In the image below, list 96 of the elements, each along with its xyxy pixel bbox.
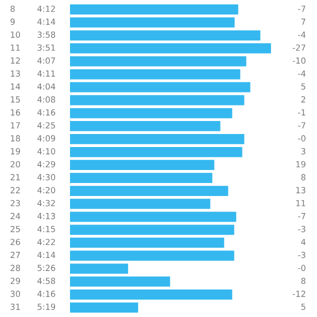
y-tick-label: 14	[10, 83, 20, 90]
text: 8	[301, 174, 306, 180]
bar	[70, 43, 271, 54]
bar	[70, 276, 170, 287]
y-tick-label: 10	[10, 32, 20, 38]
y-tick-label: 27	[10, 252, 20, 258]
text: 4:15	[37, 226, 55, 232]
text: 4:04	[37, 83, 56, 90]
bar	[70, 95, 244, 106]
text: 4:14	[37, 252, 56, 258]
text: 4:22	[37, 238, 55, 246]
y-tick-label: 20	[10, 161, 20, 168]
bar	[70, 302, 138, 313]
text: 4:09	[37, 135, 56, 142]
text: -7	[298, 213, 306, 220]
text: -0	[298, 264, 306, 272]
bar	[70, 17, 235, 28]
bar	[70, 69, 240, 80]
bar	[70, 146, 242, 158]
text: -0	[298, 135, 306, 142]
text: -4	[298, 70, 306, 77]
y-tick-label: 22	[10, 187, 20, 194]
y-tick-label: 16	[10, 109, 20, 116]
text: 4:30	[37, 174, 56, 180]
bar	[70, 121, 220, 132]
text: -3	[298, 226, 306, 232]
text: 4:32	[37, 200, 55, 206]
text: 4:25	[37, 122, 55, 129]
y-tick-label: 23	[10, 200, 20, 206]
bar	[70, 250, 234, 261]
text: 4:16	[37, 109, 56, 116]
y-tick-label: 25	[10, 226, 20, 232]
y-tick-label: 26	[10, 238, 20, 246]
y-tick-label: 31	[10, 304, 20, 310]
text: 5	[301, 304, 306, 310]
y-tick-label: 12	[10, 57, 20, 64]
text: 5:26	[38, 264, 56, 272]
text: -4	[298, 32, 306, 38]
y-tick-label: 15	[10, 96, 20, 103]
y-tick-label: 11	[10, 44, 20, 51]
text: 5	[301, 83, 306, 90]
bar	[70, 212, 236, 222]
y-tick-label: 18	[10, 135, 20, 142]
text: 4:29	[37, 161, 56, 168]
text: -3	[298, 252, 306, 258]
text: 4:10	[37, 148, 56, 154]
text: 8	[301, 278, 306, 284]
y-tick-label: 19	[10, 148, 20, 154]
y-tick-label: 13	[10, 70, 20, 77]
text: 3	[301, 148, 306, 154]
bar	[70, 4, 238, 15]
bar	[70, 30, 260, 40]
text: 11	[296, 200, 306, 206]
text: 7	[301, 18, 306, 25]
bar	[70, 198, 210, 209]
text: 5:19	[38, 304, 56, 310]
text: 2	[301, 96, 306, 102]
text: 4:07	[37, 57, 55, 64]
y-tick-label: 17	[10, 122, 20, 128]
text: 4:13	[37, 212, 56, 220]
text: 4:58	[37, 278, 56, 284]
bar	[70, 82, 250, 92]
text: -27	[292, 44, 306, 51]
y-tick-label: 28	[10, 264, 20, 272]
bar	[70, 186, 228, 196]
text: -1	[298, 109, 306, 116]
y-tick-label: 21	[10, 174, 20, 180]
text: -7	[298, 122, 306, 128]
y-tick-label: 9	[10, 18, 15, 25]
text: -10	[292, 57, 306, 64]
text: 19	[296, 161, 306, 168]
text: 4:08	[37, 96, 56, 103]
text: -7	[298, 6, 306, 12]
text: 4:11	[37, 70, 55, 77]
text: 4:12	[37, 6, 55, 12]
bar	[70, 238, 224, 248]
y-tick-label: 30	[10, 290, 20, 297]
text: 13	[296, 187, 306, 194]
y-tick-label: 8	[10, 6, 15, 12]
y-tick-label: 29	[10, 278, 20, 284]
text: -12	[292, 290, 306, 297]
bar	[70, 56, 246, 66]
bar	[70, 160, 214, 170]
bar	[70, 134, 244, 144]
text: 4:16	[37, 290, 56, 297]
bar	[70, 264, 128, 274]
text: 4	[301, 238, 306, 246]
text: 3:58	[38, 32, 56, 38]
text: 4:20	[37, 187, 56, 194]
bar	[70, 224, 234, 235]
bar	[70, 290, 232, 300]
text: 4:14	[37, 18, 56, 25]
bar	[70, 108, 232, 118]
bar	[70, 172, 212, 183]
y-tick-label: 24	[10, 212, 20, 220]
text: 3:51	[38, 44, 55, 51]
